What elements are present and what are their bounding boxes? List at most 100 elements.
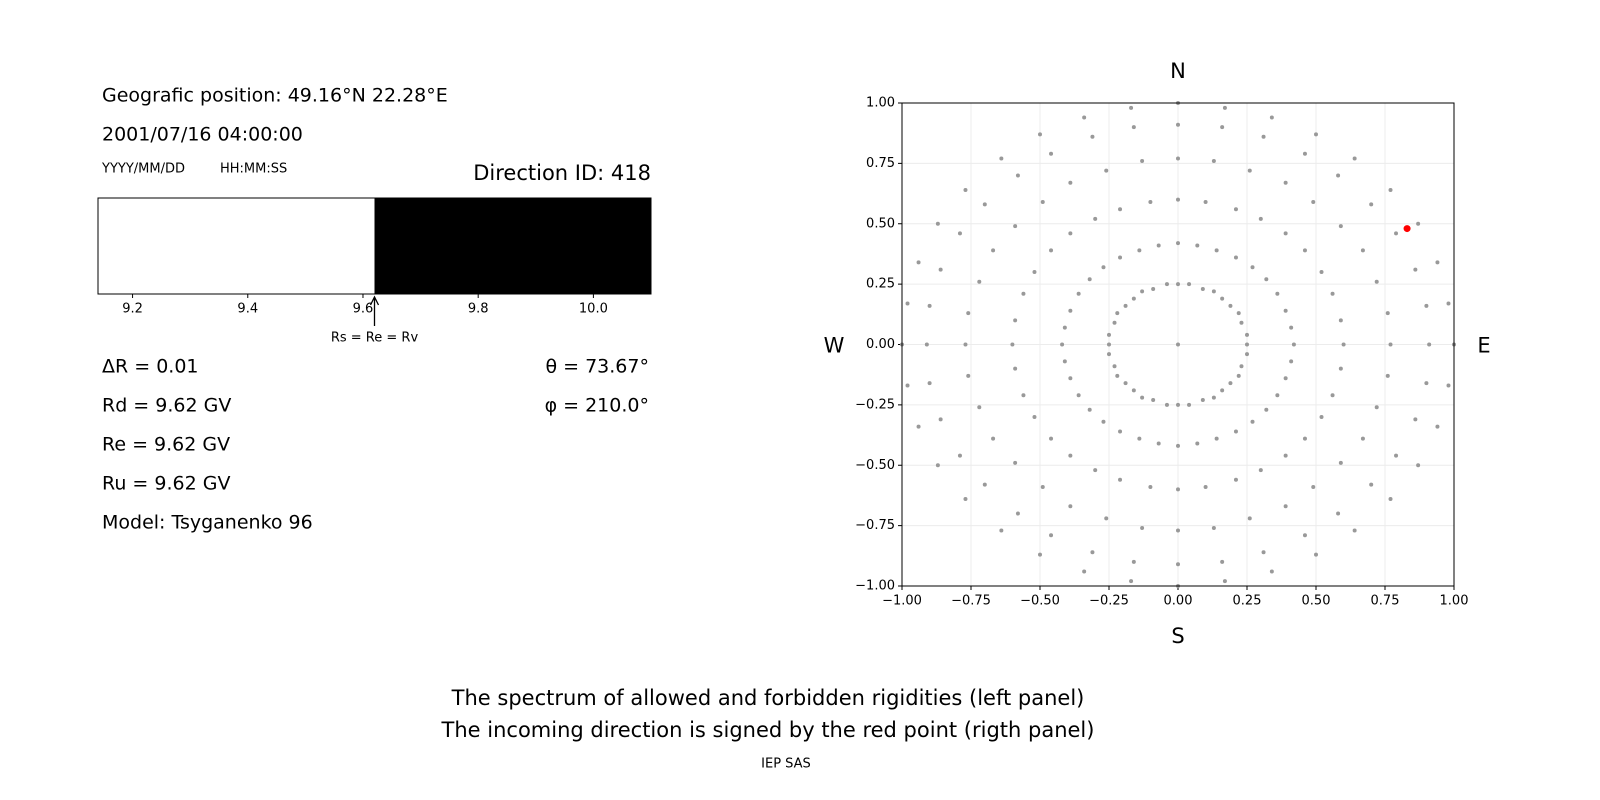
x-tick-label: −0.50	[1020, 594, 1060, 609]
y-tick-label: 1.00	[866, 96, 895, 111]
direction-point	[1049, 248, 1054, 253]
direction-point	[991, 248, 996, 253]
direction-point	[1302, 248, 1307, 253]
direction-point	[1115, 311, 1120, 316]
direction-point	[1090, 550, 1095, 555]
direction-point	[1302, 436, 1307, 441]
direction-point	[1394, 453, 1399, 458]
direction-point	[1369, 202, 1374, 207]
direction-point	[938, 267, 943, 272]
direction-point	[1220, 388, 1225, 393]
y-tick-label: −0.25	[855, 397, 895, 412]
direction-point	[1264, 277, 1269, 282]
direction-point	[1156, 243, 1161, 248]
direction-point	[1338, 460, 1343, 465]
direction-point	[1302, 151, 1307, 156]
direction-point	[1129, 105, 1134, 110]
allowed-band	[98, 198, 375, 294]
direction-point	[1341, 342, 1346, 347]
direction-point	[1374, 405, 1379, 410]
direction-point	[1302, 533, 1307, 538]
x-tick-label: 1.00	[1440, 594, 1469, 609]
direction-point	[1140, 526, 1145, 531]
direction-point	[1416, 221, 1421, 226]
direction-point	[1101, 419, 1106, 424]
datetime-text: 2001/07/16 04:00:00	[102, 124, 303, 146]
direction-point	[1131, 296, 1136, 301]
direction-point	[1424, 303, 1429, 308]
direction-point	[1176, 443, 1180, 448]
direction-point	[1015, 511, 1020, 516]
direction-point	[1107, 342, 1111, 347]
direction-point	[1413, 417, 1418, 422]
caption-line: The incoming direction is signed by the …	[441, 718, 1095, 742]
direction-point	[1247, 516, 1252, 521]
direction-point	[1049, 533, 1054, 538]
direction-point	[1283, 376, 1288, 381]
direction-point	[1068, 180, 1073, 185]
direction-point	[1062, 359, 1067, 364]
x-tick-label: 0.00	[1164, 594, 1193, 609]
x-tick-label: −0.25	[1089, 594, 1129, 609]
direction-point	[999, 528, 1004, 533]
direction-point	[1388, 342, 1393, 347]
direction-point	[1107, 332, 1111, 337]
direction-point	[1032, 414, 1037, 419]
direction-point	[1336, 173, 1341, 178]
direction-point	[1123, 381, 1128, 386]
direction-point	[963, 342, 968, 347]
x-tick-label: 0.75	[1371, 594, 1400, 609]
direction-point	[1068, 376, 1073, 381]
angle: φ = 210.0°	[545, 395, 649, 417]
direction-point	[1214, 248, 1219, 253]
direction-point	[927, 381, 932, 386]
direction-point	[1394, 231, 1399, 236]
direction-point	[1040, 484, 1045, 489]
footer: IEP SAS	[761, 757, 811, 772]
direction-point	[1082, 569, 1087, 574]
direction-point	[1068, 504, 1073, 509]
direction-point	[1388, 497, 1393, 502]
direction-point	[1090, 134, 1095, 139]
cutoff-label: Rs = Re = Rv	[331, 331, 419, 346]
direction-point	[1258, 468, 1263, 473]
direction-point	[991, 436, 996, 441]
direction-point	[935, 463, 940, 468]
direction-point	[1319, 270, 1324, 275]
direction-point	[1220, 559, 1225, 564]
direction-point	[1137, 436, 1142, 441]
y-tick-label: 0.00	[866, 337, 895, 352]
parameter: Re = 9.62 GV	[102, 434, 230, 456]
compass-east: E	[1477, 334, 1490, 358]
direction-point	[935, 221, 940, 226]
direction-point	[1289, 325, 1294, 330]
direction-point	[1269, 569, 1274, 574]
x-tick-label: −0.75	[951, 594, 991, 609]
forbidden-band	[374, 198, 651, 294]
direction-point	[1413, 267, 1418, 272]
direction-point	[1236, 311, 1241, 316]
parameter: Model: Tsyganenko 96	[102, 512, 313, 534]
direction-point	[966, 373, 971, 378]
direction-point	[1093, 468, 1098, 473]
direction-point	[1314, 132, 1318, 137]
direction-point	[1082, 115, 1087, 120]
x-tick-label: 9.6	[353, 302, 374, 317]
direction-point	[1283, 231, 1288, 236]
direction-point	[1283, 504, 1288, 509]
direction-point	[1435, 260, 1440, 265]
direction-point	[1427, 342, 1432, 347]
direction-point	[1374, 279, 1379, 284]
direction-point	[1112, 364, 1117, 369]
parameter: Rd = 9.62 GV	[102, 395, 231, 417]
y-tick-label: 0.50	[866, 216, 895, 231]
axes-frame	[97, 197, 652, 295]
direction-point	[1140, 289, 1145, 294]
direction-point	[1118, 255, 1123, 260]
direction-point	[1118, 477, 1123, 482]
direction-point	[1176, 197, 1180, 202]
position-text: Geografic position: 49.16°N 22.28°E	[102, 85, 448, 107]
direction-point	[1087, 407, 1092, 412]
direction-point	[1076, 393, 1081, 398]
direction-point	[1233, 429, 1238, 434]
